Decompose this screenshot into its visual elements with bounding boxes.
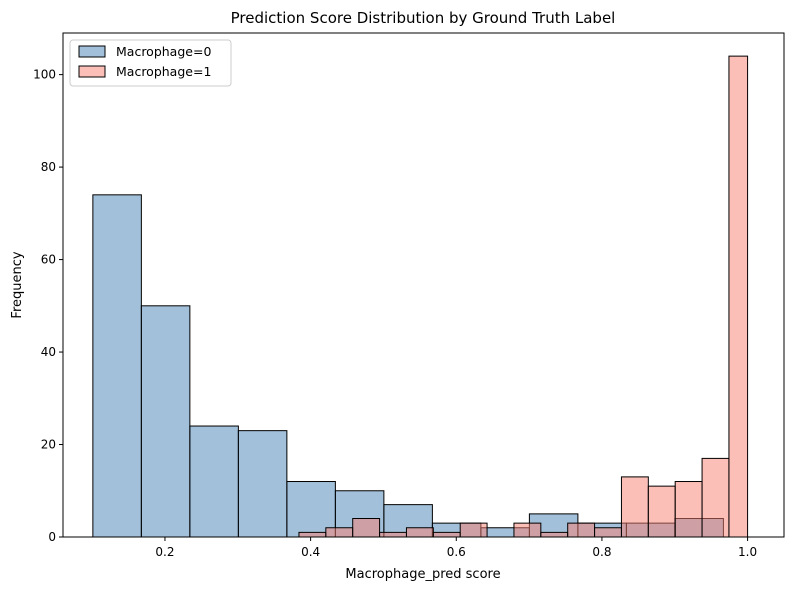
bar-series0-bin1 xyxy=(140,305,191,538)
bar-series1-bin13 xyxy=(647,485,676,538)
bar-series1-bin11 xyxy=(594,527,622,538)
y-tick-label: 20 xyxy=(41,438,56,452)
x-axis-label: Macrophage_pred score xyxy=(345,567,500,582)
legend-label-macrophage-0: Macrophage=0 xyxy=(116,44,211,59)
x-tick-label: 0.4 xyxy=(301,545,320,559)
bar-series1-bin15 xyxy=(701,457,730,538)
plot-frame xyxy=(62,32,785,538)
x-tick-label: 0.2 xyxy=(155,545,174,559)
y-tick-label: 0 xyxy=(48,530,56,544)
legend-box xyxy=(69,39,232,87)
bar-series1-bin14 xyxy=(674,481,703,538)
y-tick-label: 80 xyxy=(41,160,56,174)
bars-layer xyxy=(92,55,749,538)
bar-series1-bin9 xyxy=(540,531,569,538)
ticks-layer: 0.2 0.4 0.6 0.8 1.0 0 20 40 60 80 100 xyxy=(33,68,757,559)
bar-series1-bin10 xyxy=(567,522,596,538)
bar-series1-bin12 xyxy=(620,476,649,538)
bar-series1-bin16 xyxy=(728,55,749,538)
y-tick-label: 100 xyxy=(33,68,56,82)
legend-swatch-macrophage-0 xyxy=(78,45,106,58)
bar-series1-bin5 xyxy=(432,531,461,538)
bar-series1-bin2 xyxy=(352,518,381,538)
bar-series0-bin0 xyxy=(92,194,142,538)
legend: Macrophage=0 Macrophage=1 xyxy=(69,39,232,87)
x-tick-label: 1.0 xyxy=(738,545,757,559)
bar-series1-bin1 xyxy=(325,527,354,538)
chart-title: Prediction Score Distribution by Ground … xyxy=(231,9,616,27)
x-tick-label: 0.6 xyxy=(447,545,466,559)
legend-label-macrophage-1: Macrophage=1 xyxy=(116,64,211,79)
bar-series1-bin0 xyxy=(298,531,327,538)
legend-swatch-macrophage-1 xyxy=(78,65,106,78)
y-tick-label: 60 xyxy=(41,253,56,267)
x-tick-label: 0.8 xyxy=(592,545,611,559)
bar-series1-bin4 xyxy=(405,527,434,538)
bar-series1-bin3 xyxy=(379,531,407,538)
bar-series1-bin6 xyxy=(459,522,488,538)
y-tick-label: 40 xyxy=(41,345,56,359)
bar-series0-bin3 xyxy=(237,430,288,538)
bar-series1-bin8 xyxy=(513,522,542,538)
bar-series0-bin2 xyxy=(189,425,239,538)
y-axis-label: Frequency xyxy=(10,251,25,318)
